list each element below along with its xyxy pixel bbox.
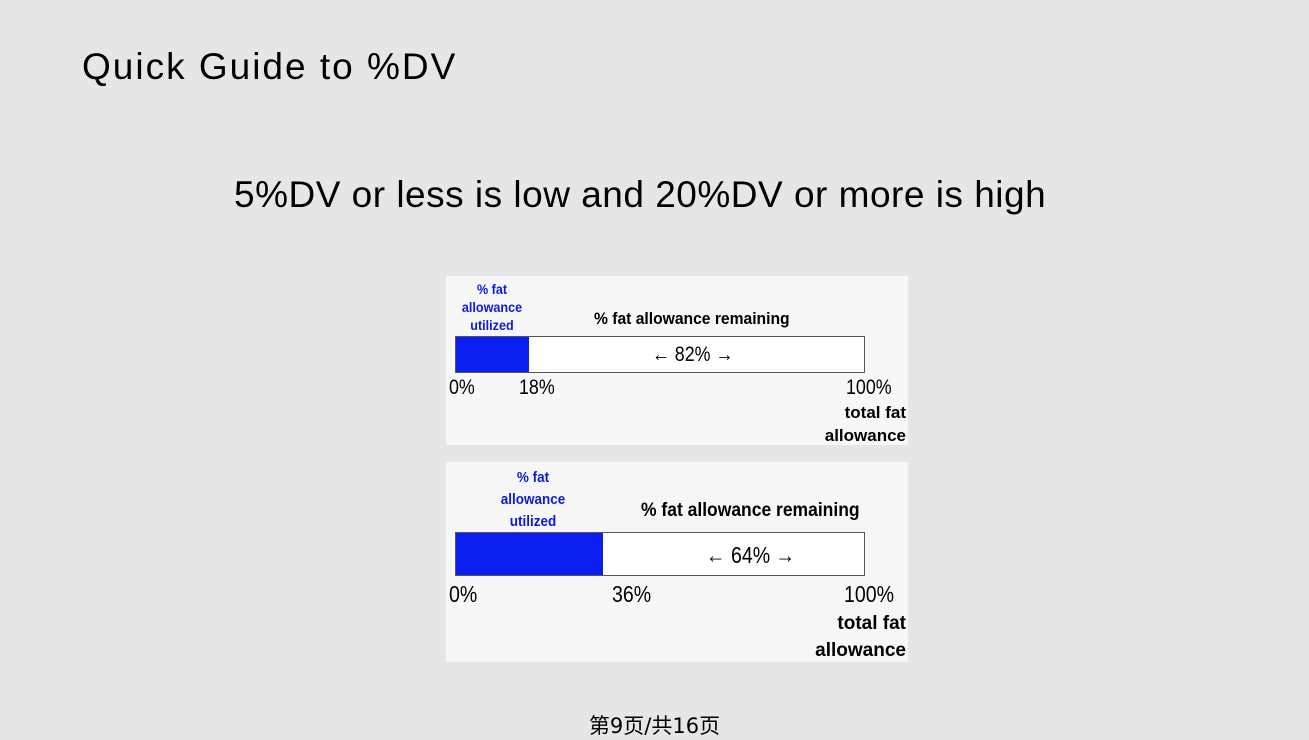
remaining-percent: ← 82% → [652,343,734,366]
slide-subtitle: 5%DV or less is low and 20%DV or more is… [234,174,1047,215]
total-label-line: total fat [844,403,906,422]
tick-end: 100% [846,376,892,399]
utilized-label-line: % fat [476,281,508,297]
page-number: 第9页/共16页 [588,714,721,738]
utilized-label-line: allowance [500,491,566,508]
remaining-label: % fat allowance remaining [594,309,790,328]
allowance-bar: ← 82% → [455,336,865,373]
tick-end: 100% [844,581,895,607]
utilized-fill [456,337,530,372]
remaining-label: % fat allowance remaining [641,500,860,521]
utilized-label-line: allowance [461,299,523,315]
total-label: total fat allowance [825,401,906,447]
total-label-line: allowance [815,640,906,661]
allowance-bar: ← 64% → [455,532,865,576]
utilized-label: % fat allowance utilized [456,280,528,334]
utilized-label-line: utilized [470,317,514,333]
utilized-label-line: % fat [516,469,550,486]
tick-utilized: 18% [519,376,555,399]
slide-title: Quick Guide to %DV [82,46,458,87]
remaining-percent: ← 64% → [706,542,796,568]
tick-start: 0% [449,376,475,399]
utilized-fill [456,533,603,575]
fat-allowance-figure-1: % fat allowance utilized % fat allowance… [446,276,908,445]
fat-allowance-figure-2: % fat allowance utilized % fat allowance… [446,462,908,662]
total-label-line: allowance [824,426,906,445]
tick-utilized: 36% [612,581,652,607]
total-label: total fat allowance [815,610,906,664]
utilized-label-line: utilized [509,513,557,530]
total-label-line: total fat [837,613,906,634]
tick-start: 0% [449,581,478,607]
utilized-label: % fat allowance utilized [494,467,571,533]
